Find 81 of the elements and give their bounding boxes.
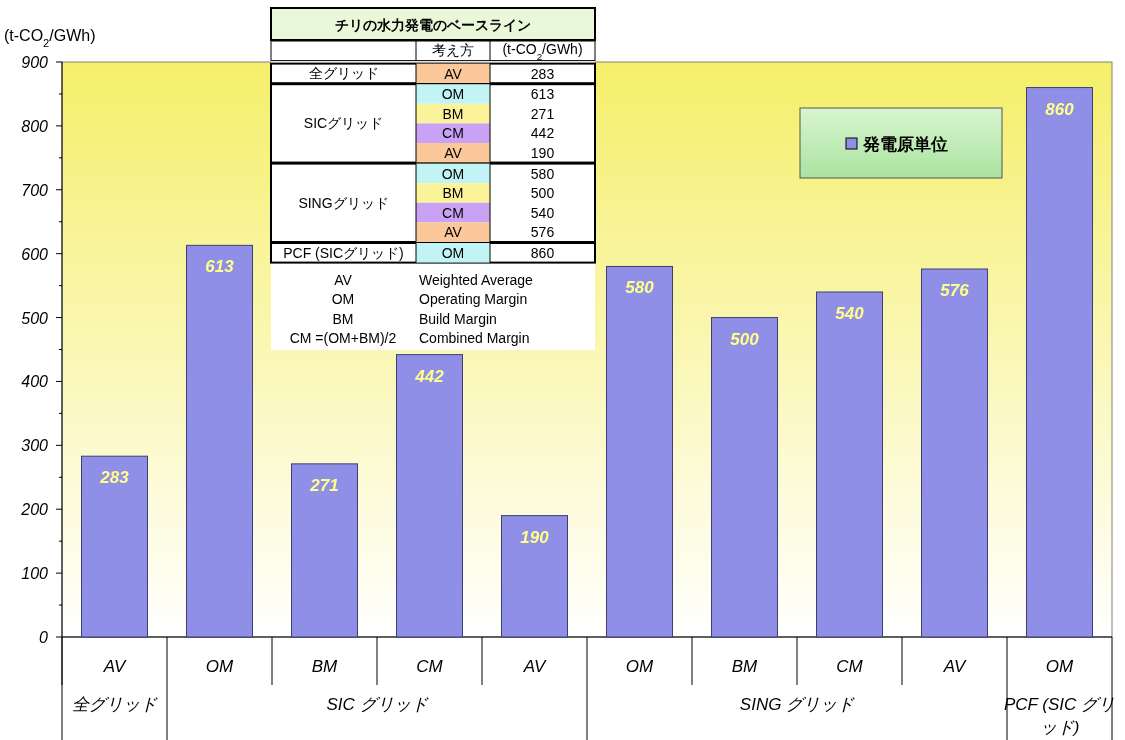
y-tick-label: 500: [21, 309, 49, 327]
y-tick-label: 900: [21, 54, 49, 71]
annotation: 860: [530, 245, 555, 261]
text: SIC グリッド: [326, 695, 429, 714]
annotation: AV: [444, 145, 463, 161]
data-label: 576: [940, 281, 970, 300]
bar: [291, 463, 358, 638]
annotation: BM: [442, 105, 464, 122]
data-label: 271: [309, 475, 339, 495]
bar: [816, 291, 883, 638]
annotation: AV: [334, 271, 353, 288]
annotation: SICグリッド: [303, 115, 384, 132]
text: 考え方: [432, 42, 474, 58]
y-tick-label: 0: [39, 629, 49, 646]
text: 全グリッド: [72, 695, 158, 714]
x-tick-label: OM: [625, 657, 655, 676]
y-axis-title: (t-CO$_{2}$/GWh): [4, 27, 96, 49]
annotation: AV: [444, 65, 463, 82]
annotation: BM: [332, 310, 354, 327]
x-tick-label: BM: [311, 657, 339, 676]
bar: [501, 515, 568, 638]
annotation: AV: [444, 224, 463, 241]
data-label: 190: [520, 527, 550, 547]
text: SING グリッド: [739, 695, 856, 714]
x-tick-label: OM: [1045, 657, 1075, 676]
annotation: OM: [441, 245, 465, 261]
text: PCF (SIC グリッド): [1003, 695, 1116, 737]
annotation: Operating Margin: [419, 291, 528, 308]
annotation: OM: [441, 165, 465, 182]
annotation: 540: [530, 204, 555, 221]
y-tick-label: 400: [21, 373, 49, 391]
annotation: PCF (SICグリッド): [283, 244, 404, 261]
legend: 発電原単位: [799, 107, 1003, 179]
data-label: 283: [99, 468, 130, 488]
annotation: Weighted Average: [419, 271, 534, 288]
data-label: 860: [1045, 99, 1075, 119]
data-label: 442: [414, 366, 445, 386]
x-tick-label: AV: [522, 657, 548, 676]
annotation: CM =(OM+BM)/2: [289, 330, 397, 347]
bar: [921, 268, 988, 638]
data-label: 580: [625, 278, 655, 298]
y-tick-label: 800: [21, 117, 49, 135]
y-tick-label: 700: [21, 181, 49, 199]
annotation: OM: [331, 291, 355, 308]
annotation: OM: [441, 86, 465, 103]
bar: [186, 244, 253, 638]
x-tick-label: AV: [102, 657, 128, 676]
text: チリの水力発電のベースライン: [335, 17, 531, 33]
bar: [606, 265, 673, 638]
annotation: CM: [442, 125, 464, 142]
annotation: 500: [530, 185, 555, 202]
annotation: 576: [530, 224, 555, 241]
x-tick-label: AV: [942, 657, 968, 676]
annotation: 271: [530, 105, 555, 122]
bar: [711, 317, 778, 638]
y-tick-label: 200: [20, 501, 49, 519]
y-tick-label: 300: [21, 437, 49, 455]
text: (t-CO$_{2}$/GWh): [502, 41, 583, 62]
x-tick-label: OM: [205, 657, 235, 676]
annotation: 442: [530, 125, 555, 142]
annotation: 580: [530, 165, 555, 182]
annotation: 全グリッド: [308, 65, 379, 82]
annotation: 283: [530, 65, 555, 82]
x-tick-label: CM: [416, 657, 444, 676]
annotation: Combined Margin: [419, 330, 530, 347]
x-tick-label: BM: [731, 657, 759, 676]
data-label: 500: [730, 329, 760, 349]
annotation: Build Margin: [419, 310, 497, 327]
bar: [396, 354, 463, 638]
annotation: BM: [442, 185, 464, 202]
y-tick-label: 600: [21, 245, 49, 263]
annotation: 613: [530, 86, 555, 103]
bar: [81, 455, 148, 638]
data-label: 613: [205, 257, 235, 277]
annotation: 190: [530, 145, 555, 161]
data-label: 540: [835, 304, 865, 323]
x-tick-label: CM: [836, 657, 864, 676]
bar: [1026, 87, 1093, 638]
annotation: SINGグリッド: [298, 194, 389, 211]
annotation: CM: [442, 204, 464, 221]
y-tick-label: 100: [21, 565, 49, 583]
